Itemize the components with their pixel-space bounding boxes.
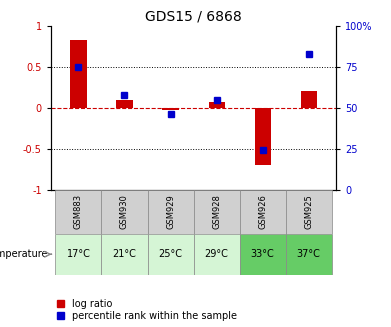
Text: 17°C: 17°C [66, 249, 90, 259]
Bar [70, 40, 86, 108]
Text: GSM926: GSM926 [258, 194, 267, 229]
Bar [147, 234, 194, 275]
Bar [240, 234, 285, 275]
Bar [102, 234, 147, 275]
Title: GDS15 / 6868: GDS15 / 6868 [145, 9, 242, 24]
Bar [56, 234, 102, 275]
Text: GSM883: GSM883 [74, 194, 83, 229]
Text: GSM929: GSM929 [166, 194, 175, 229]
Bar [208, 102, 224, 108]
Text: GSM928: GSM928 [212, 194, 221, 229]
Bar [117, 100, 133, 108]
Text: GSM925: GSM925 [304, 194, 313, 229]
Text: 37°C: 37°C [297, 249, 321, 259]
Bar [163, 108, 179, 110]
Bar [240, 190, 285, 234]
Bar [194, 234, 240, 275]
Bar [285, 234, 332, 275]
Bar [255, 108, 271, 165]
Text: 25°C: 25°C [158, 249, 183, 259]
Bar [56, 190, 102, 234]
Bar [301, 91, 317, 108]
Text: GSM930: GSM930 [120, 194, 129, 229]
Text: 29°C: 29°C [204, 249, 228, 259]
Text: temperature: temperature [0, 249, 48, 259]
Text: 33°C: 33°C [251, 249, 274, 259]
Bar [102, 190, 147, 234]
Bar [285, 190, 332, 234]
Bar [147, 190, 194, 234]
Bar [194, 190, 240, 234]
Legend: log ratio, percentile rank within the sample: log ratio, percentile rank within the sa… [56, 298, 238, 322]
Text: 21°C: 21°C [113, 249, 136, 259]
